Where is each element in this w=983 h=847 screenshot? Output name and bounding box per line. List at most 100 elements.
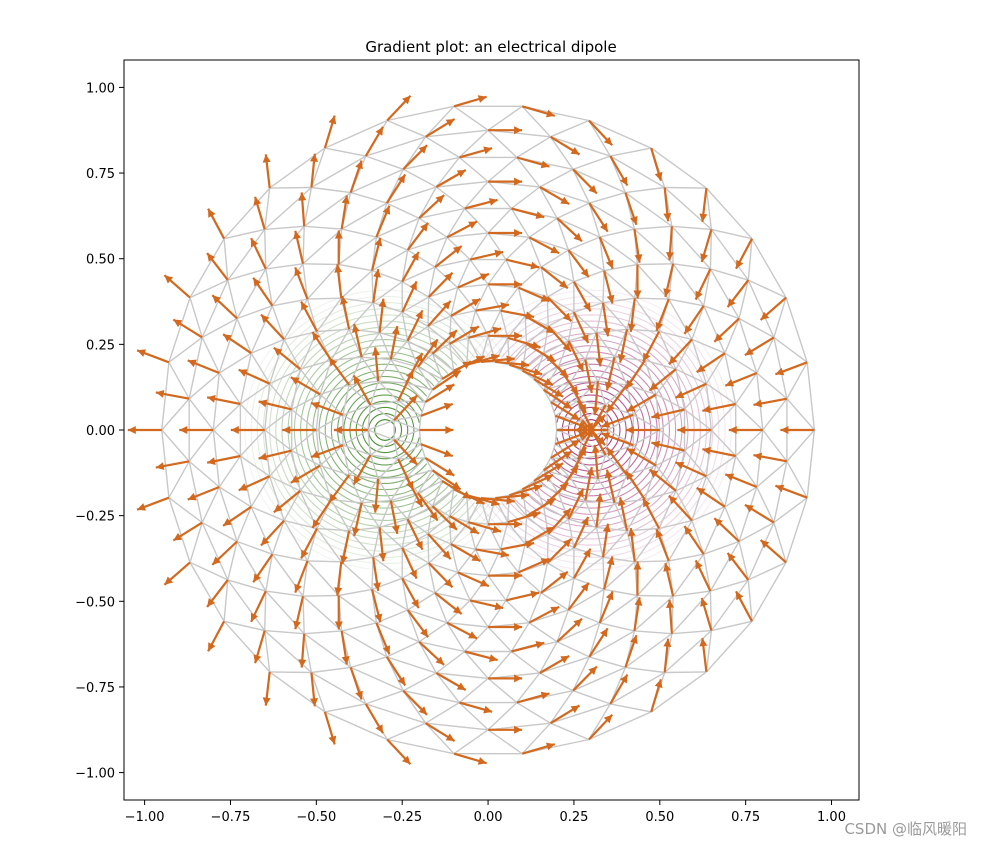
gradient-arrow-head [606,556,615,566]
mesh-radial-edge [302,226,305,264]
mesh-radial-edge [554,400,579,417]
gradient-arrow-head [586,384,595,393]
mesh-ring-edge [189,562,225,622]
gradient-arrow-head [238,369,248,377]
gradient-arrow-head [261,314,270,323]
mesh-ring-edge [315,429,321,466]
mesh-radial-edge [526,515,549,535]
mesh-ring-edge [806,362,816,431]
mesh-radial-edge [418,641,437,674]
mesh-radial-edge [756,337,775,374]
mesh-ring-edge [218,318,238,374]
mesh-ring-edge [376,622,420,643]
gradient-arrow-head [375,724,383,734]
gradient-arrow-head [406,370,414,380]
mesh-radial-edge [432,353,455,372]
gradient-arrow-head [442,550,451,560]
gradient-arrow-head [451,370,461,379]
mesh-radial-edge [691,506,726,522]
gradient-arrow-head [530,590,540,599]
gradient-arrow-head [258,399,268,408]
mesh-radial-edge [218,455,241,488]
mesh-radial-edge [348,384,371,406]
mesh-radial-edge [683,450,707,477]
gradient-arrow-head [570,440,580,448]
gradient-arrow-head [207,253,216,262]
gradient-arrow-head [492,326,502,335]
mesh-ring-edge [371,588,409,611]
mesh-ring-edge [675,368,686,410]
mesh-ring-edge [599,594,638,624]
positive-contour-line [469,289,732,571]
mesh-radial-edge [372,302,381,333]
mesh-radial-edge [625,186,665,194]
gradient-arrow-head [702,446,711,455]
mesh-radial-edge [307,297,342,300]
gradient-arrow-head [546,109,555,118]
mesh-radial-edge [168,497,203,524]
mesh-radial-edge [372,527,381,558]
mesh-ring-edge [365,703,426,724]
gradient-arrow-head [273,347,283,356]
gradient-arrow-head [173,319,183,328]
mesh-radial-edge [401,518,409,548]
mesh-radial-edge [474,548,489,576]
mesh-radial-edge [227,541,238,581]
mesh-ring-edge [450,310,476,317]
gradient-arrow-head [604,381,613,391]
mesh-radial-edge [602,297,635,304]
gradient-arrow-head [559,571,568,580]
mesh-radial-edge [304,630,342,635]
mesh-radial-edge [634,225,672,230]
mesh-radial-edge [457,572,471,601]
mesh-radial-edge [644,490,677,501]
mesh-radial-edge [378,380,407,384]
mesh-radial-edge [401,533,429,549]
gradient-arrow-head [666,252,674,261]
mesh-radial-edge [747,238,753,281]
gradient-arrow-head [540,160,550,169]
gradient-arrow-head [649,382,659,391]
gradient-arrow-head [391,525,400,534]
mesh-radial-edge [299,368,321,395]
mesh-radial-edge [610,147,652,157]
mesh-ring-edge [425,722,489,731]
gradient-arrow-head [397,174,406,184]
mesh-ring-edge [658,490,677,529]
mesh-ring-edge [348,356,363,386]
mesh-ring-edge [705,620,753,673]
gradient-arrow-head [514,571,523,580]
mesh-ring-edge [488,129,551,138]
gradient-arrow-head [374,237,383,247]
mesh-radial-edge [637,263,674,266]
gradient-arrow-head [695,560,703,570]
mesh-radial-edge [223,238,229,281]
mesh-radial-edge [539,168,574,188]
gradient-arrow-head [570,385,579,395]
mesh-ring-edge [613,474,628,504]
mesh-radial-edge [449,343,468,366]
mesh-ring-edge [401,266,436,283]
mesh-radial-edge [405,457,426,478]
mesh-radial-edge [168,361,190,400]
gradient-arrow-head [341,656,350,665]
mesh-ring-edge [403,156,460,170]
mesh-radial-edge [269,671,312,674]
mesh-radial-edge [390,476,407,501]
mesh-radial-edge [526,325,549,345]
gradient-arrow-head [753,452,763,461]
gradient-arrow-head [605,591,614,601]
mesh-radial-edge [596,526,628,532]
gradient-arrow-head [328,115,337,125]
mesh-ring-edge [428,562,458,574]
gradient-arrow-head [663,638,672,647]
gradient-arrow-head [578,431,588,439]
gradient-arrow-head [576,362,584,372]
mesh-radial-edge [201,317,238,339]
gradient-arrow-head [714,518,723,527]
mesh-radial-edge [597,356,616,382]
mesh-ring-edge [528,609,569,624]
gradient-arrow-head [468,221,478,229]
mesh-ring-edge [434,592,471,602]
gradient-arrow-head [775,367,785,376]
